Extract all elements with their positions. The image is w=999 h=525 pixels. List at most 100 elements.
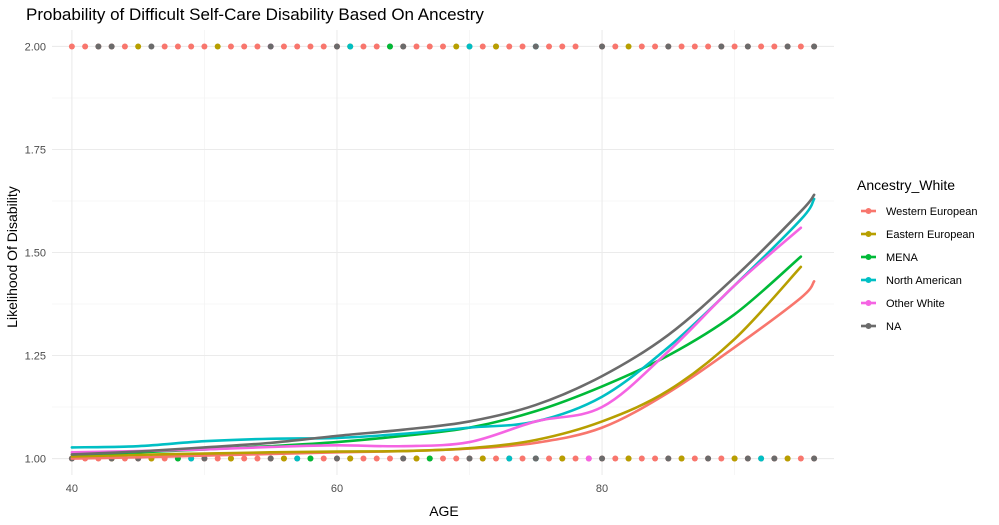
data-point — [82, 43, 89, 50]
y-tick-label: 2.00 — [25, 41, 46, 53]
data-point — [744, 455, 751, 462]
data-point — [546, 43, 553, 50]
data-point — [254, 455, 261, 462]
data-point — [373, 455, 380, 462]
legend-label: Western European — [886, 206, 978, 218]
data-point — [506, 43, 513, 50]
data-point — [201, 43, 208, 50]
data-point — [652, 43, 659, 50]
data-point — [493, 43, 500, 50]
data-point — [201, 455, 208, 462]
data-point — [771, 455, 778, 462]
fit-line — [70, 197, 816, 449]
data-point — [373, 43, 380, 50]
data-point — [519, 455, 526, 462]
fit-line — [70, 226, 803, 454]
x-tick-label: 60 — [331, 483, 343, 495]
data-point — [612, 455, 619, 462]
data-point — [161, 43, 168, 50]
data-point — [440, 43, 446, 50]
data-point — [612, 43, 619, 50]
data-point — [731, 43, 738, 50]
data-point — [280, 43, 287, 50]
data-point — [691, 43, 698, 50]
data-point — [267, 43, 274, 50]
data-point — [532, 455, 539, 462]
data-point — [214, 455, 221, 462]
data-point — [320, 455, 327, 462]
data-point — [426, 455, 433, 462]
y-tick-label: 1.25 — [25, 351, 46, 363]
y-tick-label: 1.50 — [25, 248, 46, 260]
data-point — [572, 455, 579, 462]
data-point — [121, 43, 128, 50]
data-point — [241, 43, 248, 50]
fit-line — [70, 193, 816, 456]
data-point — [665, 43, 672, 50]
legend-label: NA — [886, 321, 902, 333]
data-point — [585, 455, 592, 462]
data-point — [386, 43, 393, 50]
data-point — [333, 455, 340, 462]
data-point — [68, 43, 75, 50]
data-point — [227, 43, 234, 50]
data-point — [453, 43, 460, 50]
data-point — [559, 455, 566, 462]
y-axis-title: Likelihood Of Disability — [4, 186, 20, 328]
legend-key-point — [865, 231, 872, 237]
data-point — [546, 455, 553, 462]
data-point — [559, 43, 566, 50]
data-point — [466, 455, 473, 462]
data-point — [95, 43, 102, 50]
data-point — [519, 43, 526, 50]
legend: Ancestry_White Western European Eastern E… — [857, 177, 978, 333]
data-point — [294, 455, 301, 462]
data-point — [625, 455, 632, 462]
x-tick-label: 40 — [66, 483, 78, 495]
y-tick-label: 1.00 — [25, 454, 46, 466]
data-point — [227, 455, 234, 462]
data-point — [440, 455, 446, 462]
data-point — [188, 43, 195, 50]
data-point — [599, 455, 606, 462]
data-point — [135, 43, 142, 50]
data-point — [638, 455, 645, 462]
data-point — [307, 43, 314, 50]
data-point — [400, 43, 407, 50]
legend-key-point — [865, 300, 872, 306]
data-point — [360, 455, 367, 462]
data-point — [718, 455, 725, 462]
legend-key-point — [865, 254, 872, 260]
y-axis-ticks: 1.00 1.25 1.50 1.75 2.00 — [25, 41, 46, 465]
data-point — [241, 455, 248, 462]
data-point — [744, 43, 751, 50]
data-point — [333, 43, 340, 50]
data-point — [413, 43, 420, 50]
chart-title: Probability of Difficult Self-Care Disab… — [26, 5, 484, 24]
data-point — [493, 455, 500, 462]
data-point — [267, 455, 274, 462]
data-point — [280, 455, 287, 462]
grid — [52, 30, 834, 475]
data-point — [453, 455, 460, 462]
data-point — [386, 455, 393, 462]
x-axis-title: AGE — [429, 503, 459, 519]
data-point — [784, 455, 791, 462]
legend-key-point — [865, 277, 872, 283]
data-point — [426, 43, 433, 50]
data-point — [811, 455, 818, 462]
data-point — [532, 43, 539, 50]
data-point — [638, 43, 645, 50]
data-point — [108, 43, 115, 50]
data-point — [784, 43, 791, 50]
data-point — [691, 455, 698, 462]
fit-lines — [70, 193, 816, 460]
data-point — [797, 455, 804, 462]
data-point — [347, 43, 354, 50]
data-point — [678, 43, 685, 50]
data-point — [758, 455, 765, 462]
data-point — [479, 455, 486, 462]
legend-key-point — [865, 323, 872, 329]
x-axis-ticks: 40 60 80 — [66, 483, 608, 495]
